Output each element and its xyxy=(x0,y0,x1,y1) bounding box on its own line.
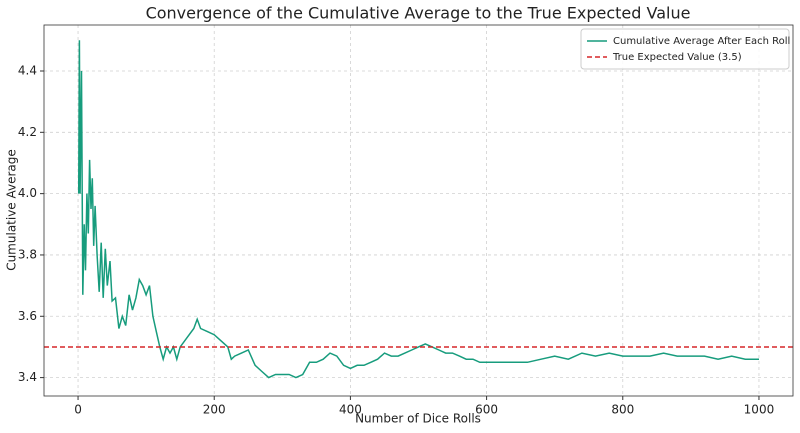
y-tick-label: 4.2 xyxy=(18,125,37,139)
y-tick-label: 4.4 xyxy=(18,63,37,77)
plot-frame xyxy=(43,24,794,397)
chart-title: Convergence of the Cumulative Average to… xyxy=(146,4,691,23)
x-tick-label: 200 xyxy=(203,403,226,417)
legend-label: Cumulative Average After Each Roll xyxy=(613,36,790,47)
x-tick-label: 1000 xyxy=(744,403,775,417)
x-tick-label: 600 xyxy=(475,403,498,417)
y-tick-label: 3.4 xyxy=(18,370,37,384)
x-tick-label: 0 xyxy=(74,403,82,417)
y-axis-label: Cumulative Average xyxy=(5,149,19,271)
x-axis-label: Number of Dice Rolls xyxy=(355,412,481,426)
data-line xyxy=(77,40,759,379)
y-tick-label: 3.6 xyxy=(18,309,37,323)
y-tick-label: 4.0 xyxy=(18,186,37,200)
legend-box xyxy=(580,28,790,70)
y-tick-label: 3.8 xyxy=(18,247,37,261)
legend-label: True Expected Value (3.5) xyxy=(612,52,742,63)
x-tick-label: 400 xyxy=(339,403,362,417)
x-tick-label: 800 xyxy=(611,403,634,417)
